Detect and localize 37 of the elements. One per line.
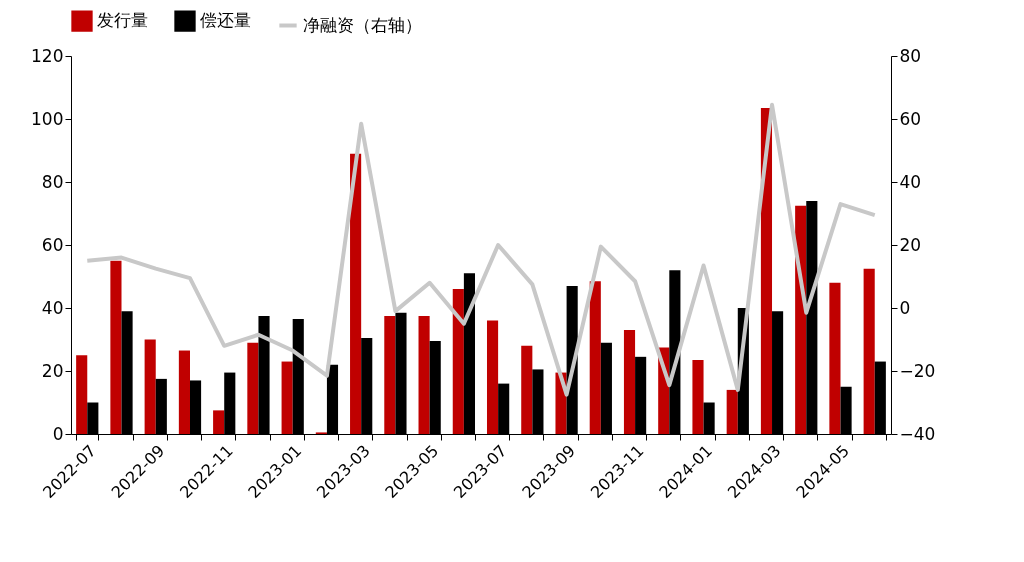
y-tick-label: 20 [41, 360, 64, 381]
bar [281, 361, 293, 434]
bar [521, 345, 533, 434]
legend-label: 发行量 [97, 10, 148, 31]
y-tick-label: 120 [31, 45, 64, 66]
bar [829, 282, 841, 434]
bar [418, 315, 430, 434]
bar [726, 389, 738, 434]
bar [247, 342, 259, 434]
bar [863, 268, 875, 434]
bar [144, 339, 156, 434]
y2-tick-label: −40 [899, 423, 936, 444]
y2-tick-label: 80 [899, 45, 922, 66]
bar [623, 330, 636, 434]
y2-tick-label: 40 [899, 171, 922, 192]
y2-tick-label: 0 [899, 297, 911, 318]
y-tick-label: 80 [41, 171, 64, 192]
bar [452, 289, 464, 434]
y2-tick-label: −20 [899, 360, 936, 381]
bar [589, 281, 601, 434]
y-tick-label: 100 [31, 108, 64, 129]
bar [486, 320, 499, 434]
bar [76, 355, 88, 434]
legend-label: 净融资（右轴） [303, 14, 422, 35]
bar [213, 410, 225, 434]
line-series [85, 102, 877, 397]
legend-label: 偿还量 [200, 10, 251, 31]
y2-tick-label: 60 [899, 108, 922, 129]
y2-tick-label: 20 [899, 234, 922, 255]
bar [110, 260, 122, 434]
y-tick-label: 40 [41, 297, 64, 318]
bar [178, 350, 190, 434]
bar [350, 153, 362, 434]
y-tick-label: 0 [52, 423, 64, 444]
bar [384, 315, 396, 434]
y-tick-label: 60 [41, 234, 64, 255]
bar [692, 359, 704, 434]
